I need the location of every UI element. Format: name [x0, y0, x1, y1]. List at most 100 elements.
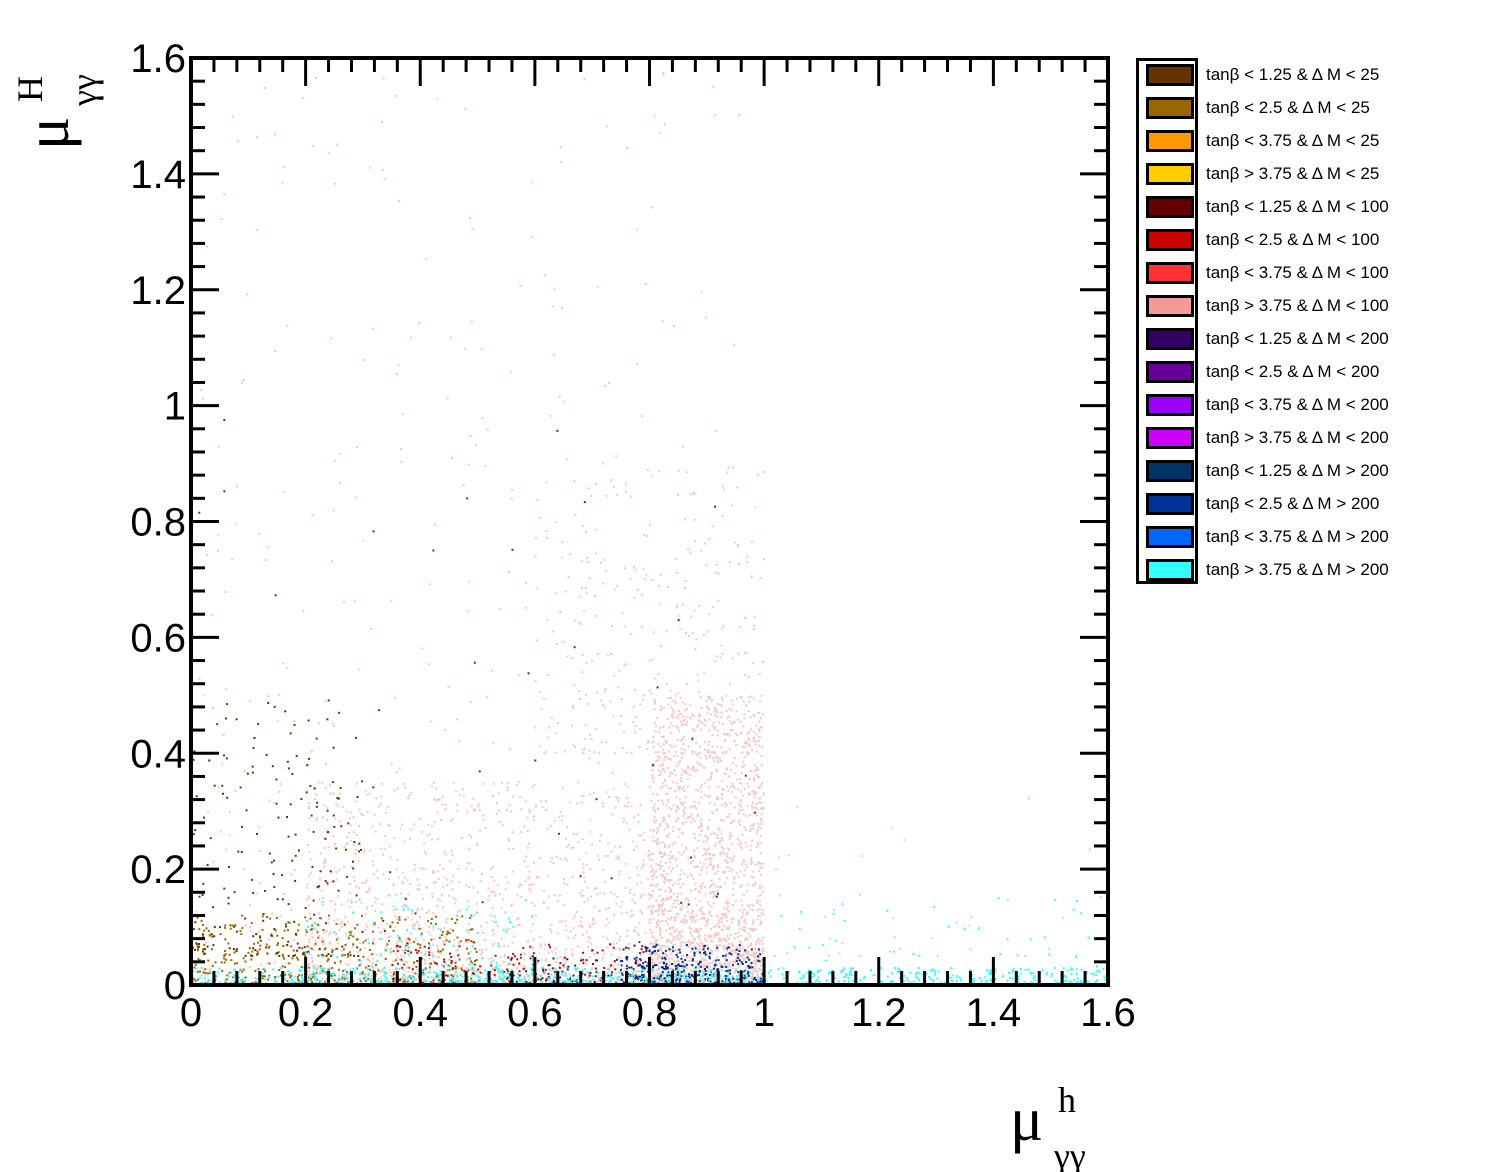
data-point — [513, 935, 516, 938]
data-point — [275, 802, 278, 805]
data-point — [710, 857, 713, 860]
data-point — [479, 971, 482, 974]
data-point — [511, 903, 513, 906]
data-point — [666, 954, 669, 957]
data-point — [319, 870, 322, 873]
data-point — [327, 914, 330, 917]
data-point — [756, 909, 759, 912]
data-point — [743, 813, 746, 816]
data-point — [704, 834, 707, 837]
data-point — [756, 960, 759, 963]
data-point — [462, 794, 465, 797]
data-point — [256, 952, 259, 955]
data-point — [352, 867, 355, 870]
data-point — [335, 847, 338, 850]
data-point — [274, 929, 277, 932]
data-point — [716, 703, 719, 706]
data-point — [289, 976, 292, 979]
data-point — [440, 894, 443, 897]
data-point — [410, 336, 413, 339]
data-point — [670, 706, 673, 709]
data-point — [728, 813, 731, 816]
data-point — [731, 761, 734, 764]
data-point — [307, 805, 310, 808]
data-point — [758, 942, 761, 945]
data-point — [664, 908, 666, 911]
data-point — [454, 977, 457, 980]
data-point — [506, 786, 509, 789]
data-point — [763, 558, 765, 561]
data-point — [308, 904, 311, 907]
data-point — [343, 845, 346, 848]
data-point — [659, 131, 662, 134]
data-point — [454, 921, 457, 924]
data-point — [737, 976, 740, 979]
data-point — [668, 960, 671, 963]
data-point — [290, 945, 293, 948]
data-point — [689, 950, 692, 953]
data-point — [642, 859, 645, 862]
data-point — [402, 969, 405, 972]
data-point — [333, 843, 336, 846]
data-point — [736, 486, 739, 489]
data-point — [364, 929, 367, 931]
data-point — [753, 624, 755, 627]
data-point — [649, 894, 652, 897]
data-point — [324, 763, 327, 766]
data-point — [692, 728, 694, 731]
data-point — [708, 612, 711, 615]
data-point — [235, 930, 238, 933]
data-point — [715, 808, 718, 811]
data-point — [712, 866, 715, 869]
data-point — [308, 807, 310, 810]
data-point — [478, 948, 481, 951]
data-point — [523, 859, 526, 862]
data-point — [203, 694, 206, 697]
data-point — [585, 851, 588, 854]
data-point — [311, 931, 314, 934]
data-point — [675, 858, 677, 861]
data-point — [347, 955, 350, 958]
data-point — [493, 967, 496, 969]
data-point — [699, 861, 702, 864]
data-point — [427, 910, 430, 913]
data-point — [747, 732, 749, 735]
data-point — [589, 830, 592, 833]
data-point — [733, 877, 736, 880]
data-point — [207, 972, 209, 975]
data-point — [749, 814, 752, 817]
data-point — [383, 178, 386, 180]
data-point — [434, 915, 437, 918]
data-point — [372, 938, 375, 941]
data-point — [343, 980, 346, 982]
data-point — [740, 790, 743, 793]
data-point — [469, 928, 472, 931]
data-point — [392, 973, 395, 976]
data-point — [743, 869, 746, 872]
data-point — [595, 798, 598, 801]
data-point — [659, 928, 662, 931]
data-point — [398, 918, 401, 921]
data-point — [407, 970, 410, 973]
data-point — [546, 618, 549, 621]
data-point — [417, 907, 419, 910]
data-point — [669, 771, 672, 774]
data-point — [651, 890, 654, 892]
data-point — [554, 947, 557, 950]
data-point — [192, 758, 195, 761]
data-point — [578, 689, 580, 692]
data-point — [573, 746, 576, 748]
data-point — [493, 942, 496, 945]
data-point — [429, 962, 432, 965]
data-point — [324, 700, 327, 703]
data-point — [524, 880, 527, 883]
data-point — [217, 445, 220, 448]
data-point — [303, 946, 306, 949]
data-point — [226, 974, 229, 977]
data-point — [595, 727, 598, 730]
data-point — [1102, 866, 1105, 869]
data-point — [455, 981, 457, 984]
data-point — [714, 872, 717, 875]
data-point — [653, 816, 656, 819]
data-point — [481, 901, 484, 904]
